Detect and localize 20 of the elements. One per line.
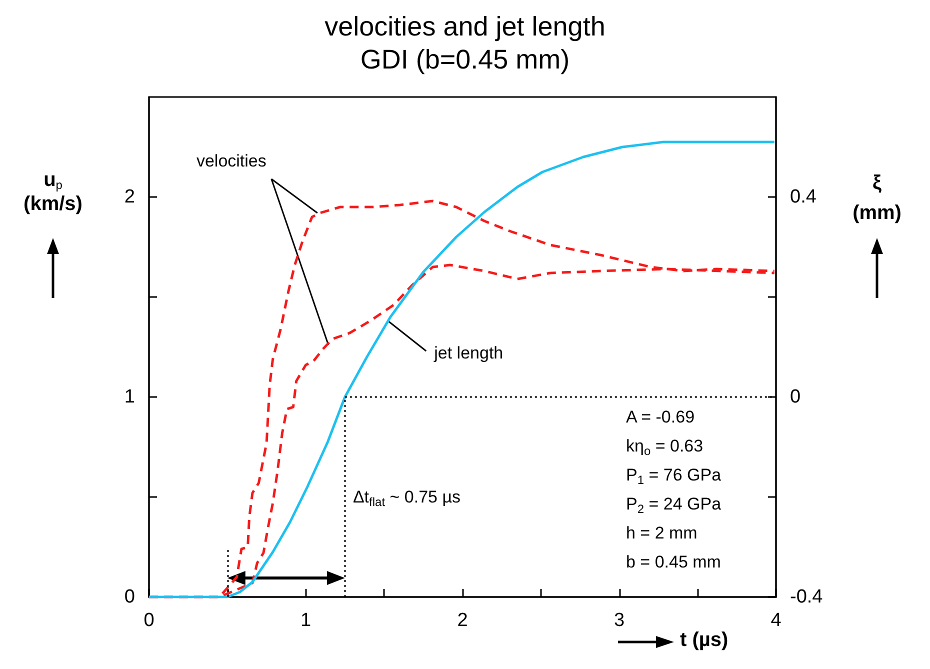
annotation: velocities: [196, 152, 266, 170]
annotation: A = -0.69: [626, 408, 695, 426]
y-tick-label: 1: [124, 386, 135, 408]
x-tick-label: 2: [457, 610, 468, 631]
y2-axis-title: ξ (mm): [852, 172, 902, 224]
y-tick-label: 0: [124, 586, 135, 608]
annotation: jet length: [433, 344, 504, 362]
chart-subtitle: GDI (b=0.45 mm): [360, 44, 570, 74]
y2-tick-label: 0: [790, 386, 801, 408]
x-tick-label: 4: [770, 610, 782, 631]
x-tick-label: 3: [614, 610, 625, 631]
x-tick-label: 1: [300, 610, 312, 631]
chart-title: velocities and jet length: [324, 12, 606, 42]
annotation: b = 0.45 mm: [626, 552, 721, 572]
y2-tick-label: -0.4: [790, 586, 824, 608]
annotation: h = 2 mm: [626, 524, 698, 542]
y2-tick-label: 0.4: [790, 186, 817, 208]
y-tick-label: 2: [124, 186, 135, 208]
x-tick-label: 0: [144, 610, 154, 631]
x-axis-title: t (µs): [680, 629, 728, 651]
